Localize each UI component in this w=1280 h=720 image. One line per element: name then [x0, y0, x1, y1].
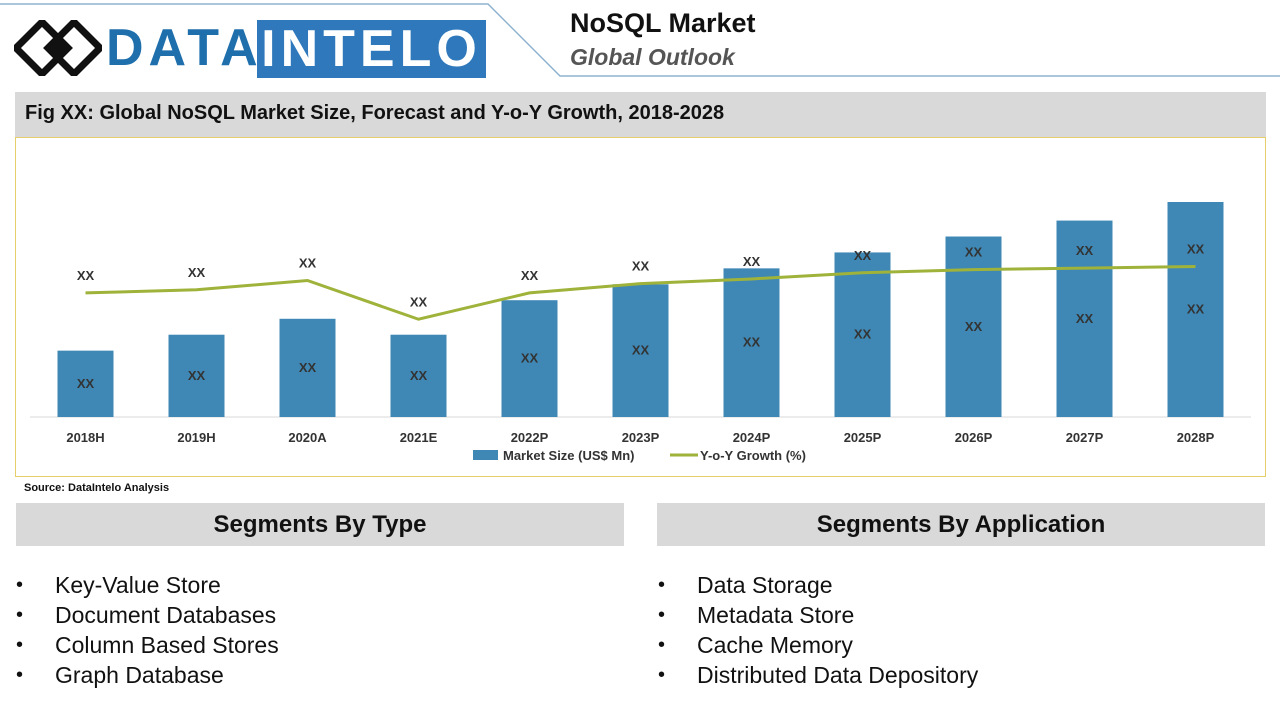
bar — [279, 318, 336, 417]
list-item: • Distributed Data Depository — [658, 658, 978, 688]
bar-data-label: XX — [188, 368, 206, 383]
bar — [834, 252, 891, 417]
x-tick-label: 2028P — [1177, 430, 1215, 445]
segments-by-type-title: Segments By Type — [213, 511, 427, 538]
line-data-label: XX — [1187, 242, 1205, 257]
segment-application-label: Distributed Data Depository — [697, 662, 979, 688]
bar — [612, 284, 669, 417]
segments-by-application-list: • Data Storage • Metadata Store • Cache Mem… — [658, 568, 978, 688]
bar — [1056, 220, 1113, 417]
x-tick-label: 2021E — [400, 430, 438, 445]
bullet-icon: • — [658, 604, 666, 626]
bullet-icon: • — [658, 574, 666, 596]
line-data-label: XX — [965, 245, 983, 260]
x-tick-label: 2025P — [844, 430, 882, 445]
bar-data-label: XX — [77, 376, 95, 391]
segments-by-application-title: Segments By Application — [816, 511, 1106, 538]
line-data-label: XX — [188, 265, 206, 280]
line-data-label: XX — [299, 256, 317, 271]
x-tick-label: 2020A — [288, 430, 327, 445]
legend-label-growth: Y-o-Y Growth (%) — [700, 448, 806, 463]
list-item: • Document Databases — [16, 598, 279, 628]
x-tick-label: 2019H — [177, 430, 215, 445]
bar — [1167, 202, 1224, 417]
bullet-icon: • — [16, 634, 24, 656]
segment-type-label: Document Databases — [55, 602, 277, 628]
legend-label-market-size: Market Size (US$ Mn) — [503, 448, 634, 463]
bar — [501, 300, 558, 417]
line-data-label: XX — [854, 248, 872, 263]
x-tick-label: 2018H — [66, 430, 104, 445]
x-tick-label: 2022P — [511, 430, 549, 445]
line-data-label: XX — [77, 268, 95, 283]
chart-frame: XX 2018H XX XX 2019H XX XX 2020A XX XX 2021E XX XX 20… — [15, 137, 1266, 477]
bullet-icon: • — [16, 574, 24, 596]
bullet-icon: • — [16, 664, 24, 686]
list-item: • Data Storage — [658, 568, 978, 598]
figure-title-bar: Fig XX: Global NoSQL Market Size, Foreca… — [15, 92, 1266, 137]
x-tick-label: 2026P — [955, 430, 993, 445]
bar-data-label: XX — [1076, 311, 1094, 326]
bar-data-label: XX — [410, 368, 428, 383]
bar — [57, 350, 114, 417]
x-tick-label: 2023P — [622, 430, 660, 445]
market-size-growth-chart: XX 2018H XX XX 2019H XX XX 2020A XX XX 2021E XX XX 20… — [30, 202, 1251, 463]
logo-text-data: DATA — [106, 19, 263, 77]
list-item: • Graph Database — [16, 658, 279, 688]
logo-diamond-icon — [14, 20, 102, 76]
bar — [723, 268, 780, 417]
list-item: • Metadata Store — [658, 598, 978, 628]
page-subtitle: Global Outlook — [570, 44, 735, 70]
bar-data-label: XX — [299, 360, 317, 375]
figure-title: Fig XX: Global NoSQL Market Size, Foreca… — [25, 102, 725, 124]
bullet-icon: • — [658, 664, 666, 686]
source-note: Source: DataIntelo Analysis — [24, 482, 170, 494]
line-data-label: XX — [632, 259, 650, 274]
bar-data-label: XX — [743, 335, 761, 350]
bar — [168, 334, 225, 417]
segment-type-label: Graph Database — [55, 662, 224, 688]
dataintelo-logo: DATA INTELO — [14, 14, 514, 80]
bar-data-label: XX — [965, 319, 983, 334]
bullet-icon: • — [658, 634, 666, 656]
segments-by-application-heading: Segments By Application — [657, 503, 1265, 546]
list-item: • Cache Memory — [658, 628, 978, 658]
list-item: • Key-Value Store — [16, 568, 279, 598]
bullet-icon: • — [16, 604, 24, 626]
bar — [390, 334, 447, 417]
segment-type-label: Column Based Stores — [55, 632, 279, 658]
page-title: NoSQL Market — [570, 8, 756, 38]
segment-application-label: Data Storage — [697, 572, 833, 598]
bar — [945, 236, 1002, 417]
x-tick-label: 2024P — [733, 430, 771, 445]
segments-by-type-list: • Key-Value Store • Document Databases • Co… — [16, 568, 279, 688]
logo-text-intelo: INTELO — [261, 20, 482, 78]
line-data-label: XX — [521, 268, 539, 283]
header-divider-lines — [0, 3, 1280, 77]
segments-by-type-heading: Segments By Type — [16, 503, 624, 546]
line-data-label: XX — [1076, 243, 1094, 258]
x-tick-label: 2027P — [1066, 430, 1104, 445]
bar-data-label: XX — [854, 327, 872, 342]
list-item: • Column Based Stores — [16, 628, 279, 658]
bar-data-label: XX — [1187, 302, 1205, 317]
legend-swatch-bar — [473, 450, 498, 460]
segment-application-label: Metadata Store — [697, 602, 855, 628]
segment-type-label: Key-Value Store — [55, 572, 221, 598]
line-data-label: XX — [743, 254, 761, 269]
bar-data-label: XX — [521, 351, 539, 366]
segment-application-label: Cache Memory — [697, 632, 853, 658]
bar-data-label: XX — [632, 343, 650, 358]
logo-intelo-box: INTELO — [257, 20, 486, 78]
line-data-label: XX — [410, 294, 428, 309]
growth-line — [85, 265, 1196, 321]
